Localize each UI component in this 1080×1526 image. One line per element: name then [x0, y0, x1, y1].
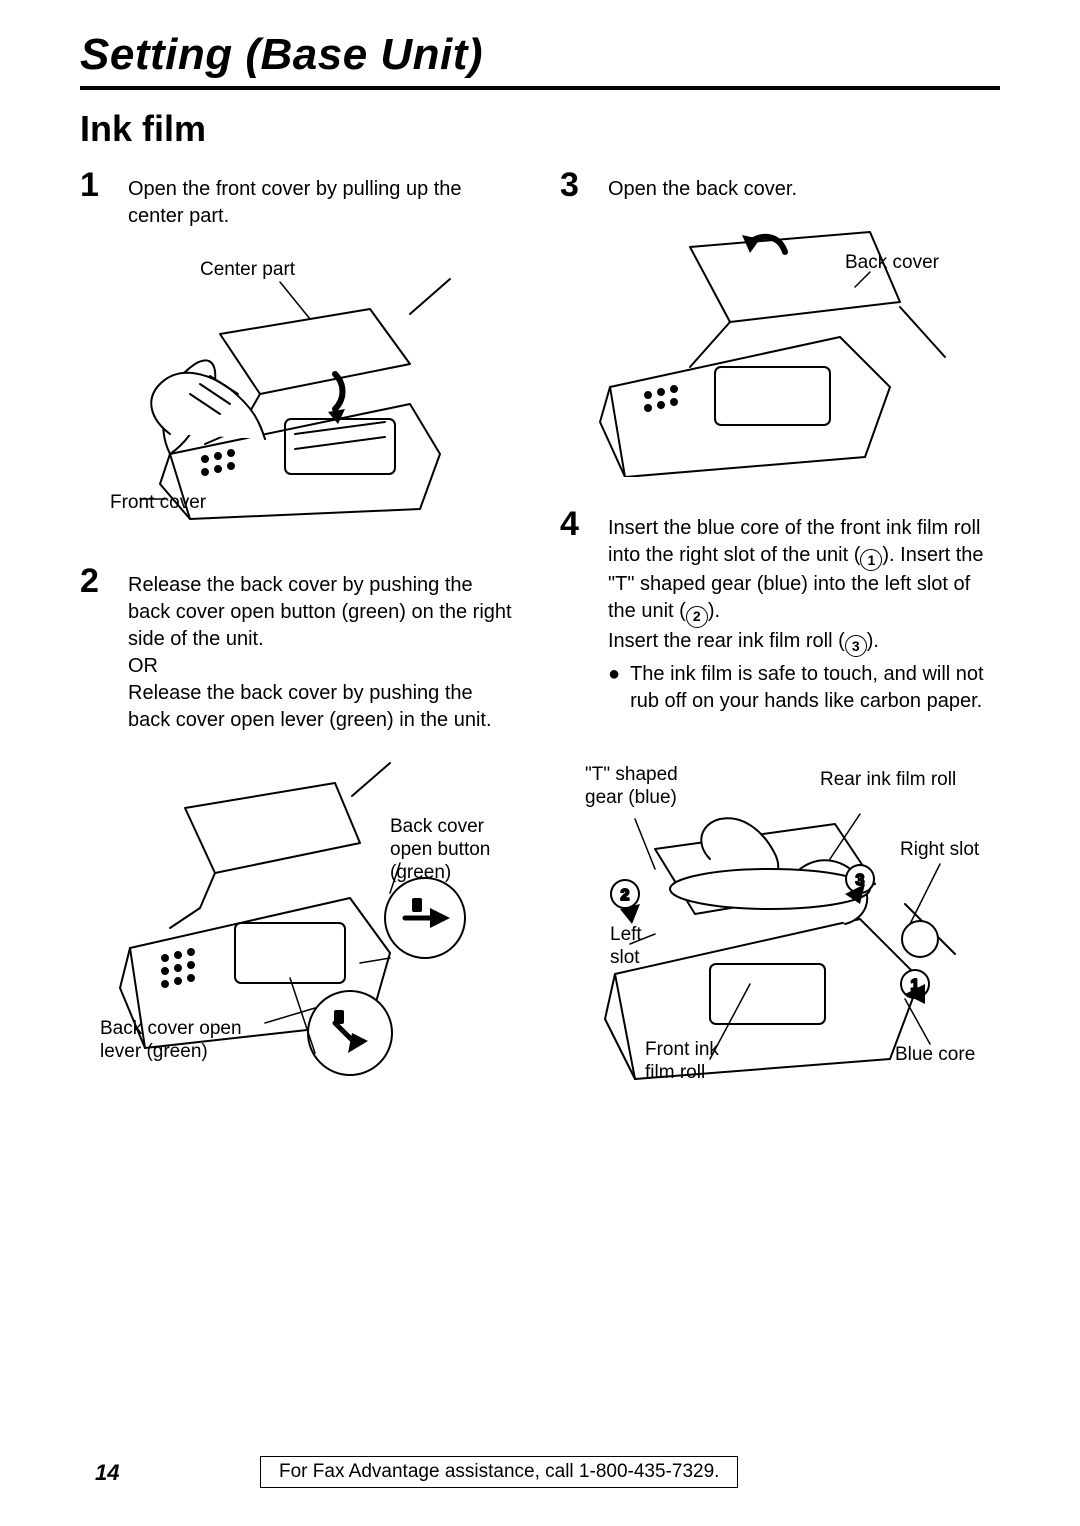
step-number: 3 [560, 168, 586, 203]
step-1: 1 Open the front cover by pulling up the… [80, 168, 520, 230]
step-number: 4 [560, 507, 586, 715]
figure-open-back-cover: Back cover [570, 217, 1000, 477]
circled-3-icon: 3 [845, 635, 867, 657]
right-column: 3 Open the back cover. [560, 168, 1000, 1119]
svg-text:2: 2 [621, 887, 630, 904]
step-number: 2 [80, 564, 106, 734]
section-title: Setting (Base Unit) [80, 30, 1000, 90]
circled-1-icon: 1 [860, 549, 882, 571]
label-blue-core: Blue core [895, 1044, 975, 1067]
step-number: 1 [80, 168, 106, 230]
figure-release-back-cover: Back cover open button (green) Back cove… [90, 748, 520, 1078]
step-2-or: OR [128, 655, 158, 677]
manual-page: Setting (Base Unit) Ink film 1 Open the … [0, 0, 1080, 1526]
step-4-bullet: ● The ink film is safe to touch, and wil… [608, 661, 1000, 715]
step-text: Open the back cover. [608, 168, 797, 203]
bullet-icon: ● [608, 661, 620, 715]
label-back-cover: Back cover [845, 252, 939, 275]
fax-illustration-icon [110, 244, 470, 534]
step-3: 3 Open the back cover. [560, 168, 1000, 203]
label-front-cover: Front cover [110, 492, 206, 515]
label-right-slot: Right slot [900, 839, 979, 862]
figure-open-front-cover: Center part Front cover [110, 244, 520, 534]
step-2-p1: Release the back cover by pushing the ba… [128, 574, 512, 650]
label-center-part: Center part [200, 259, 295, 282]
label-open-lever: Back cover open lever (green) [100, 1018, 280, 1064]
label-rear-roll: Rear ink film roll [820, 769, 956, 792]
label-left-slot: Left slot [610, 924, 660, 970]
step-4: 4 Insert the blue core of the front ink … [560, 507, 1000, 715]
figure-insert-ink-film: 2 3 1 [560, 729, 1000, 1089]
step-4-p2a: Insert the rear ink film roll ( [608, 630, 845, 652]
label-t-gear: "T" shaped gear (blue) [585, 764, 695, 810]
footer-assistance: For Fax Advantage assistance, call 1-800… [260, 1456, 738, 1488]
label-open-button: Back cover open button (green) [390, 816, 510, 884]
page-number: 14 [95, 1460, 119, 1486]
two-column-layout: 1 Open the front cover by pulling up the… [80, 168, 1000, 1119]
label-front-roll: Front ink film roll [645, 1039, 735, 1085]
step-2-p2: Release the back cover by pushing the ba… [128, 682, 492, 731]
page-subtitle: Ink film [80, 108, 1000, 150]
left-column: 1 Open the front cover by pulling up the… [80, 168, 520, 1119]
circled-2-icon: 2 [686, 606, 708, 628]
step-4-p2b: ). [867, 630, 879, 652]
step-text: Insert the blue core of the front ink fi… [608, 507, 1000, 715]
step-4-p1c: ). [708, 600, 720, 622]
step-text: Release the back cover by pushing the ba… [128, 564, 520, 734]
step-2: 2 Release the back cover by pushing the … [80, 564, 520, 734]
bullet-text: The ink film is safe to touch, and will … [630, 661, 1000, 715]
step-text: Open the front cover by pulling up the c… [128, 168, 520, 230]
